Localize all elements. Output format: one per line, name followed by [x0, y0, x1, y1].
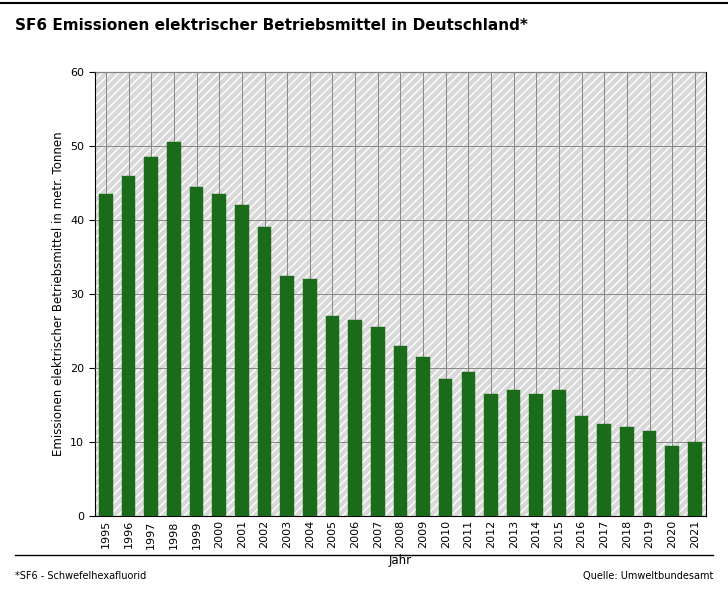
- Bar: [688, 442, 702, 516]
- Bar: [167, 142, 181, 516]
- Bar: [280, 275, 294, 516]
- Y-axis label: Emissionen elektrischer Betriebsmittel in metr. Tonnen: Emissionen elektrischer Betriebsmittel i…: [52, 131, 65, 457]
- Bar: [235, 205, 249, 516]
- Bar: [665, 446, 679, 516]
- Bar: [575, 416, 588, 516]
- Bar: [529, 394, 543, 516]
- Bar: [620, 427, 633, 516]
- Bar: [462, 371, 475, 516]
- Bar: [348, 320, 362, 516]
- X-axis label: Jahr: Jahr: [389, 554, 412, 567]
- Bar: [484, 394, 498, 516]
- Text: *SF6 - Schwefelhexafluorid: *SF6 - Schwefelhexafluorid: [15, 571, 146, 581]
- Bar: [598, 424, 611, 516]
- Bar: [552, 390, 566, 516]
- Bar: [258, 227, 272, 516]
- Text: SF6 Emissionen elektrischer Betriebsmittel in Deutschland*: SF6 Emissionen elektrischer Betriebsmitt…: [15, 18, 527, 33]
- Bar: [371, 328, 384, 516]
- Bar: [213, 194, 226, 516]
- Bar: [416, 357, 430, 516]
- Bar: [394, 346, 407, 516]
- Bar: [144, 157, 158, 516]
- Bar: [325, 316, 339, 516]
- Text: Quelle: Umweltbundesamt: Quelle: Umweltbundesamt: [583, 571, 713, 581]
- Bar: [643, 431, 657, 516]
- Bar: [507, 390, 521, 516]
- Bar: [99, 194, 113, 516]
- Bar: [439, 379, 453, 516]
- Bar: [303, 279, 317, 516]
- Bar: [95, 72, 706, 516]
- Bar: [190, 187, 203, 516]
- Bar: [122, 176, 135, 516]
